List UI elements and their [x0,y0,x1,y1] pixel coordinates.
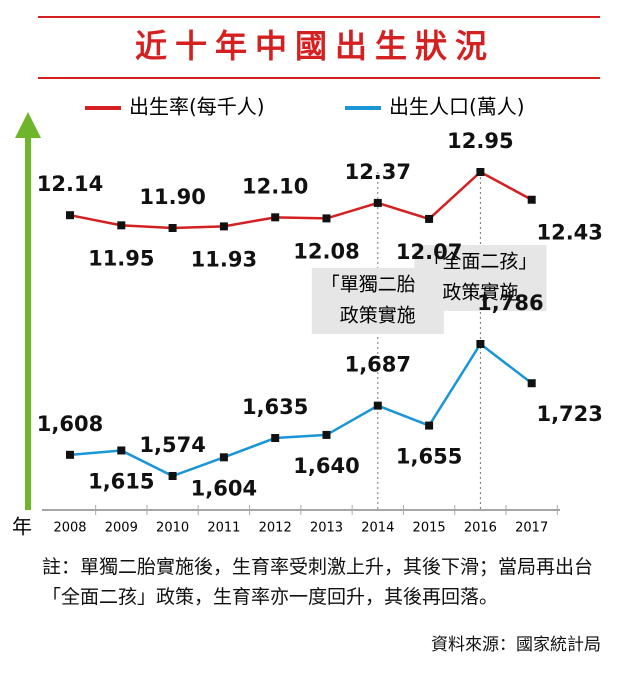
data-label: 1,635 [242,395,308,419]
data-point [271,434,280,443]
data-point [219,453,228,462]
data-label: 1,574 [139,433,205,457]
note: 註：單獨二胎實施後，生育率受刺激上升，其後下滑；當局再出台「全面二孩」政策，生育… [42,556,594,608]
data-point [527,379,536,388]
data-point [168,224,177,232]
data-point [476,168,485,176]
data-label: 1,615 [88,469,154,493]
data-point [373,198,382,207]
annotation-text: 「單獨二胎」 [321,274,435,296]
x-tick-label: 2012 [259,521,292,536]
legend-label: 出生人口(萬人) [389,95,525,119]
data-label: 1,786 [477,291,543,315]
source: 資料來源：國家統計局 [431,635,601,655]
data-label: 1,608 [37,412,103,436]
annotation-text: 政策實施 [340,305,416,327]
x-tick-label: 2008 [53,521,86,536]
chart-title: 近十年中國出生狀況 [135,27,495,65]
annotation-text: 政策實施 [442,282,518,304]
x-tick-label: 2015 [413,521,446,536]
data-label: 11.95 [88,246,154,270]
series-line [69,342,533,478]
x-tick-label: 2017 [515,521,548,536]
data-point [322,430,331,439]
data-point [476,340,485,348]
data-label: 11.90 [139,185,205,209]
annotation-text: 「全面二孩」 [423,251,537,273]
x-tick-label: 2016 [464,521,497,536]
data-point [373,401,382,410]
data-point [66,450,74,459]
x-tick-label: 2014 [361,521,394,536]
data-label: 11.93 [191,247,257,271]
data-point [66,211,74,220]
series-line [69,170,533,230]
data-label: 12.14 [37,172,103,196]
annotation-box [414,245,547,311]
data-point [322,214,331,223]
x-tick-label: 2013 [310,521,343,536]
legend-label: 出生率(每千人) [129,95,265,119]
data-point [168,472,177,480]
data-point [425,214,434,223]
data-point [117,446,126,455]
data-label: 1,640 [293,454,359,478]
data-point [527,195,536,204]
data-point [271,213,280,222]
data-label: 12.08 [293,239,359,263]
chart: 近十年中國出生狀況 年 2008 2009 2010 2011 2012 2013 2014… [12,16,603,539]
data-point [425,421,434,430]
data-label: 12.10 [242,174,308,198]
data-label: 12.07 [396,240,462,264]
data-point [117,221,126,230]
data-label: 12.37 [345,160,411,184]
x-axis-label: 年 [12,515,32,539]
data-label: 1,655 [396,445,462,469]
x-tick-label: 2010 [156,521,189,536]
data-label: 1,604 [191,476,257,500]
x-tick-label: 2011 [207,521,240,536]
data-point [219,222,228,231]
data-label: 1,723 [536,402,602,426]
data-label: 12.43 [536,221,602,245]
data-label: 12.95 [447,129,513,153]
x-tick-label: 2009 [105,521,138,536]
data-label: 1,687 [345,353,411,377]
axis-arrow-head [15,112,41,138]
